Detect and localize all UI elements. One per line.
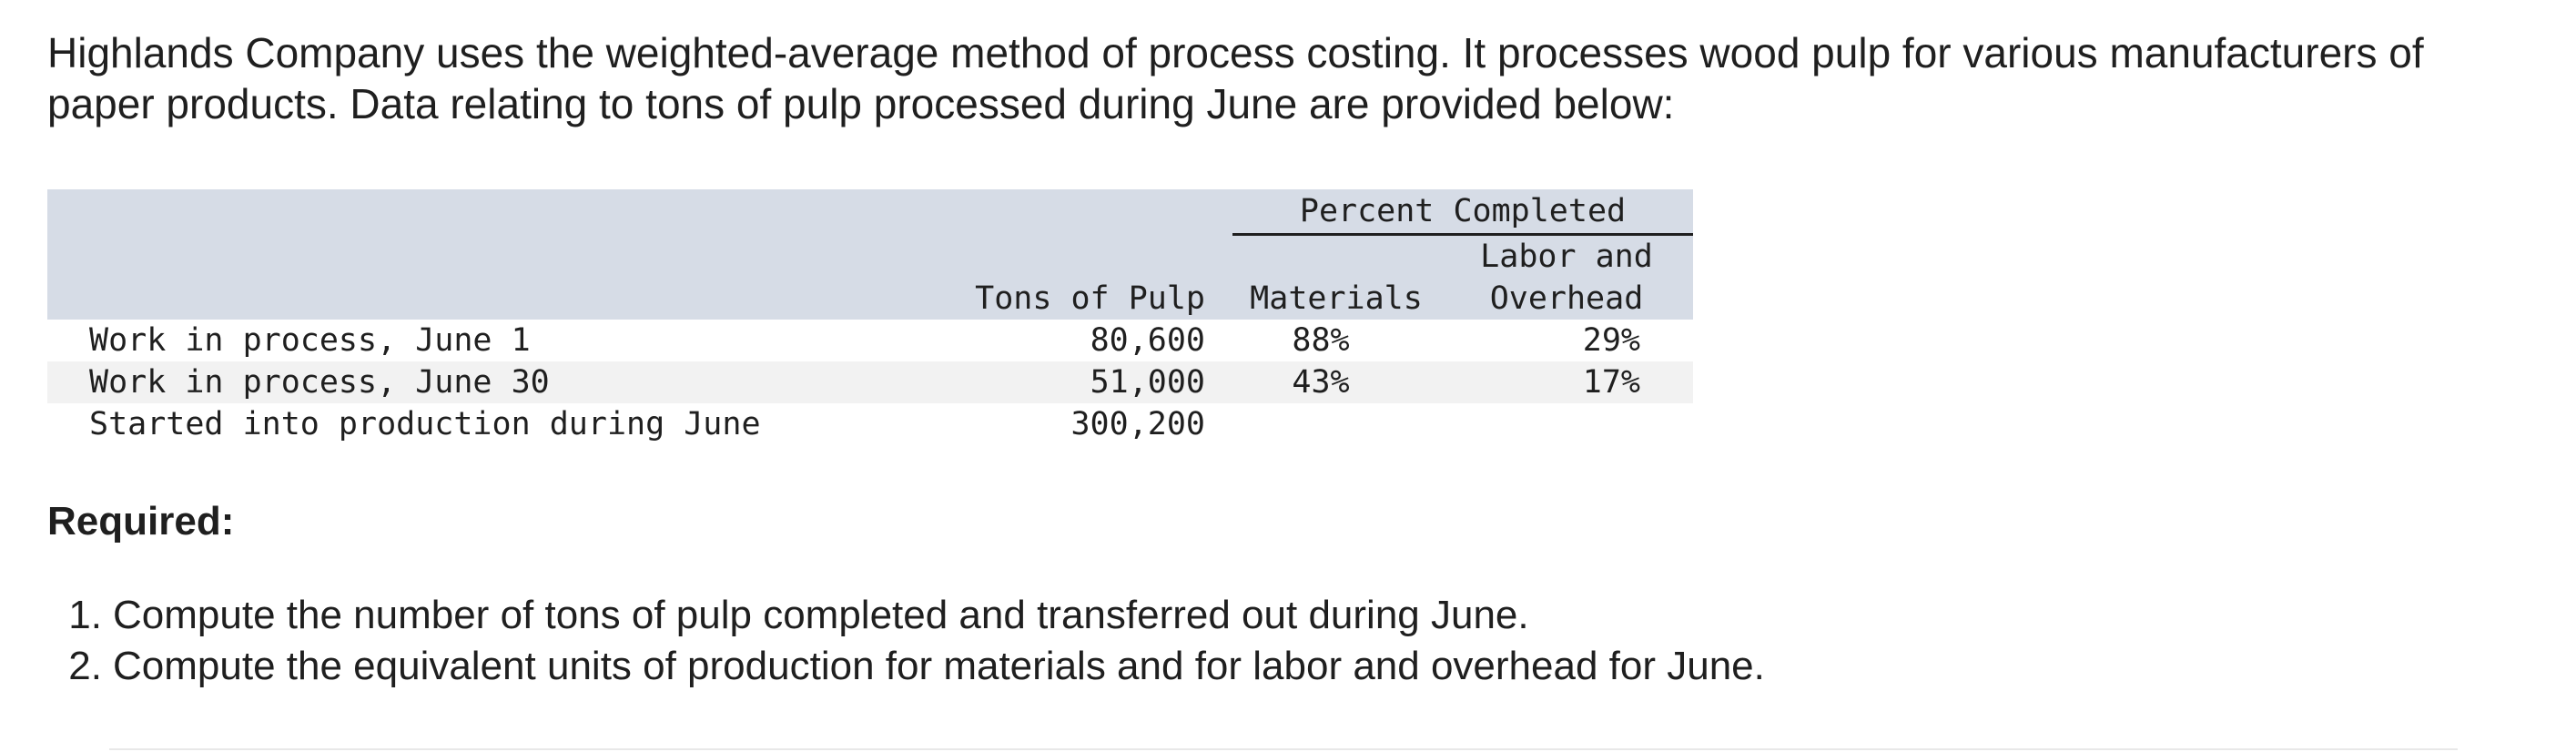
pulp-data-table: Percent Completed Labor and Tons of Pulp… bbox=[47, 189, 1693, 445]
table-header-row: Labor and bbox=[47, 234, 1693, 278]
requirements-list: 1. Compute the number of tons of pulp co… bbox=[47, 590, 1765, 692]
labor-header-line1: Labor and bbox=[1440, 234, 1693, 278]
row-materials: 43% bbox=[1232, 361, 1440, 403]
row-materials: 88% bbox=[1292, 322, 1350, 359]
problem-intro: Highlands Company uses the weighted-aver… bbox=[47, 29, 2424, 127]
table-header-row: Tons of Pulp Materials Overhead bbox=[47, 278, 1693, 320]
divider bbox=[109, 748, 2458, 750]
requirement-number: 2. bbox=[68, 644, 102, 688]
list-item: 2. Compute the equivalent units of produ… bbox=[47, 641, 1765, 692]
tons-header: Tons of Pulp bbox=[959, 278, 1232, 320]
row-materials bbox=[1232, 403, 1440, 445]
row-tons: 51,000 bbox=[959, 361, 1232, 403]
header-blank bbox=[959, 189, 1232, 235]
row-labor bbox=[1440, 403, 1693, 445]
table-row: Started into production during June 300,… bbox=[47, 403, 1693, 445]
header-blank bbox=[47, 189, 959, 235]
labor-header-line2: Overhead bbox=[1440, 278, 1693, 320]
requirement-text: Compute the number of tons of pulp compl… bbox=[113, 593, 1529, 637]
row-labor: 29% bbox=[1582, 322, 1640, 359]
row-tons: 80,600 bbox=[1090, 322, 1205, 359]
row-label: Work in process, June 30 bbox=[47, 361, 959, 403]
percent-completed-header: Percent Completed bbox=[1232, 189, 1693, 236]
requirement-number: 1. bbox=[68, 593, 102, 637]
table-row: Work in process, June 30 51,000 43% 17% bbox=[47, 361, 1693, 403]
materials-header: Materials bbox=[1232, 278, 1440, 320]
row-label: Work in process, June 1 bbox=[89, 322, 531, 359]
row-tons: 300,200 bbox=[1070, 406, 1205, 442]
table-header-row: Percent Completed bbox=[47, 189, 1693, 236]
table-row: Work in process, June 1 80,600 88% 29% bbox=[47, 320, 1693, 361]
list-item: 1. Compute the number of tons of pulp co… bbox=[47, 590, 1765, 641]
row-label: Started into production during June bbox=[89, 406, 761, 442]
required-heading: Required: bbox=[47, 499, 235, 544]
row-labor: 17% bbox=[1440, 361, 1693, 403]
requirement-text: Compute the equivalent units of producti… bbox=[113, 644, 1765, 688]
